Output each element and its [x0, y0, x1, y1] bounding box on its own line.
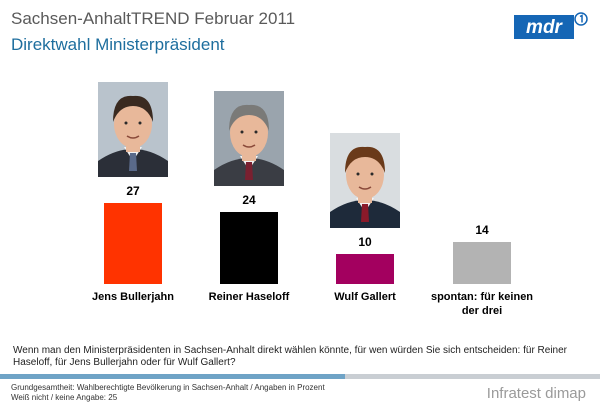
- portrait-photo: [214, 91, 284, 186]
- mdr-logo: mdr: [514, 12, 588, 45]
- portrait-photo: [330, 133, 400, 228]
- bar: [220, 212, 278, 284]
- page-title: Sachsen-AnhaltTREND Februar 2011: [11, 9, 296, 28]
- mdr-logo-text: mdr: [526, 17, 564, 38]
- survey-question: Wenn man den Ministerpräsidenten in Sach…: [13, 345, 568, 368]
- data-label: 14: [475, 223, 489, 237]
- data-label: 27: [126, 184, 140, 198]
- bar: [453, 242, 511, 284]
- category-label: Wulf Gallert: [334, 291, 396, 303]
- infratest-dimap-brand: Infratest dimap: [486, 385, 586, 402]
- footer-bar: [0, 374, 600, 379]
- bar-chart: 27 Jens Bullerjahn 24 Reiner Haseloff 10 Wulf…: [92, 82, 533, 317]
- category-label: der drei: [462, 305, 502, 317]
- data-label: 10: [358, 235, 372, 249]
- base-note: Grundgesamtheit: Wahlberechtigte Bevölke…: [11, 383, 325, 392]
- category-label: spontan: für keinen: [431, 291, 533, 303]
- page-subtitle: Direktwahl Ministerpräsident: [11, 35, 225, 54]
- ard-one-icon: [574, 12, 588, 26]
- no-answer-note: Weiß nicht / keine Angabe: 25: [11, 393, 118, 402]
- category-label: Reiner Haseloff: [209, 291, 290, 303]
- bar: [104, 203, 162, 284]
- bar: [336, 254, 394, 284]
- data-label: 24: [242, 193, 256, 207]
- category-label: Jens Bullerjahn: [92, 291, 174, 303]
- portrait-photo: [98, 82, 168, 177]
